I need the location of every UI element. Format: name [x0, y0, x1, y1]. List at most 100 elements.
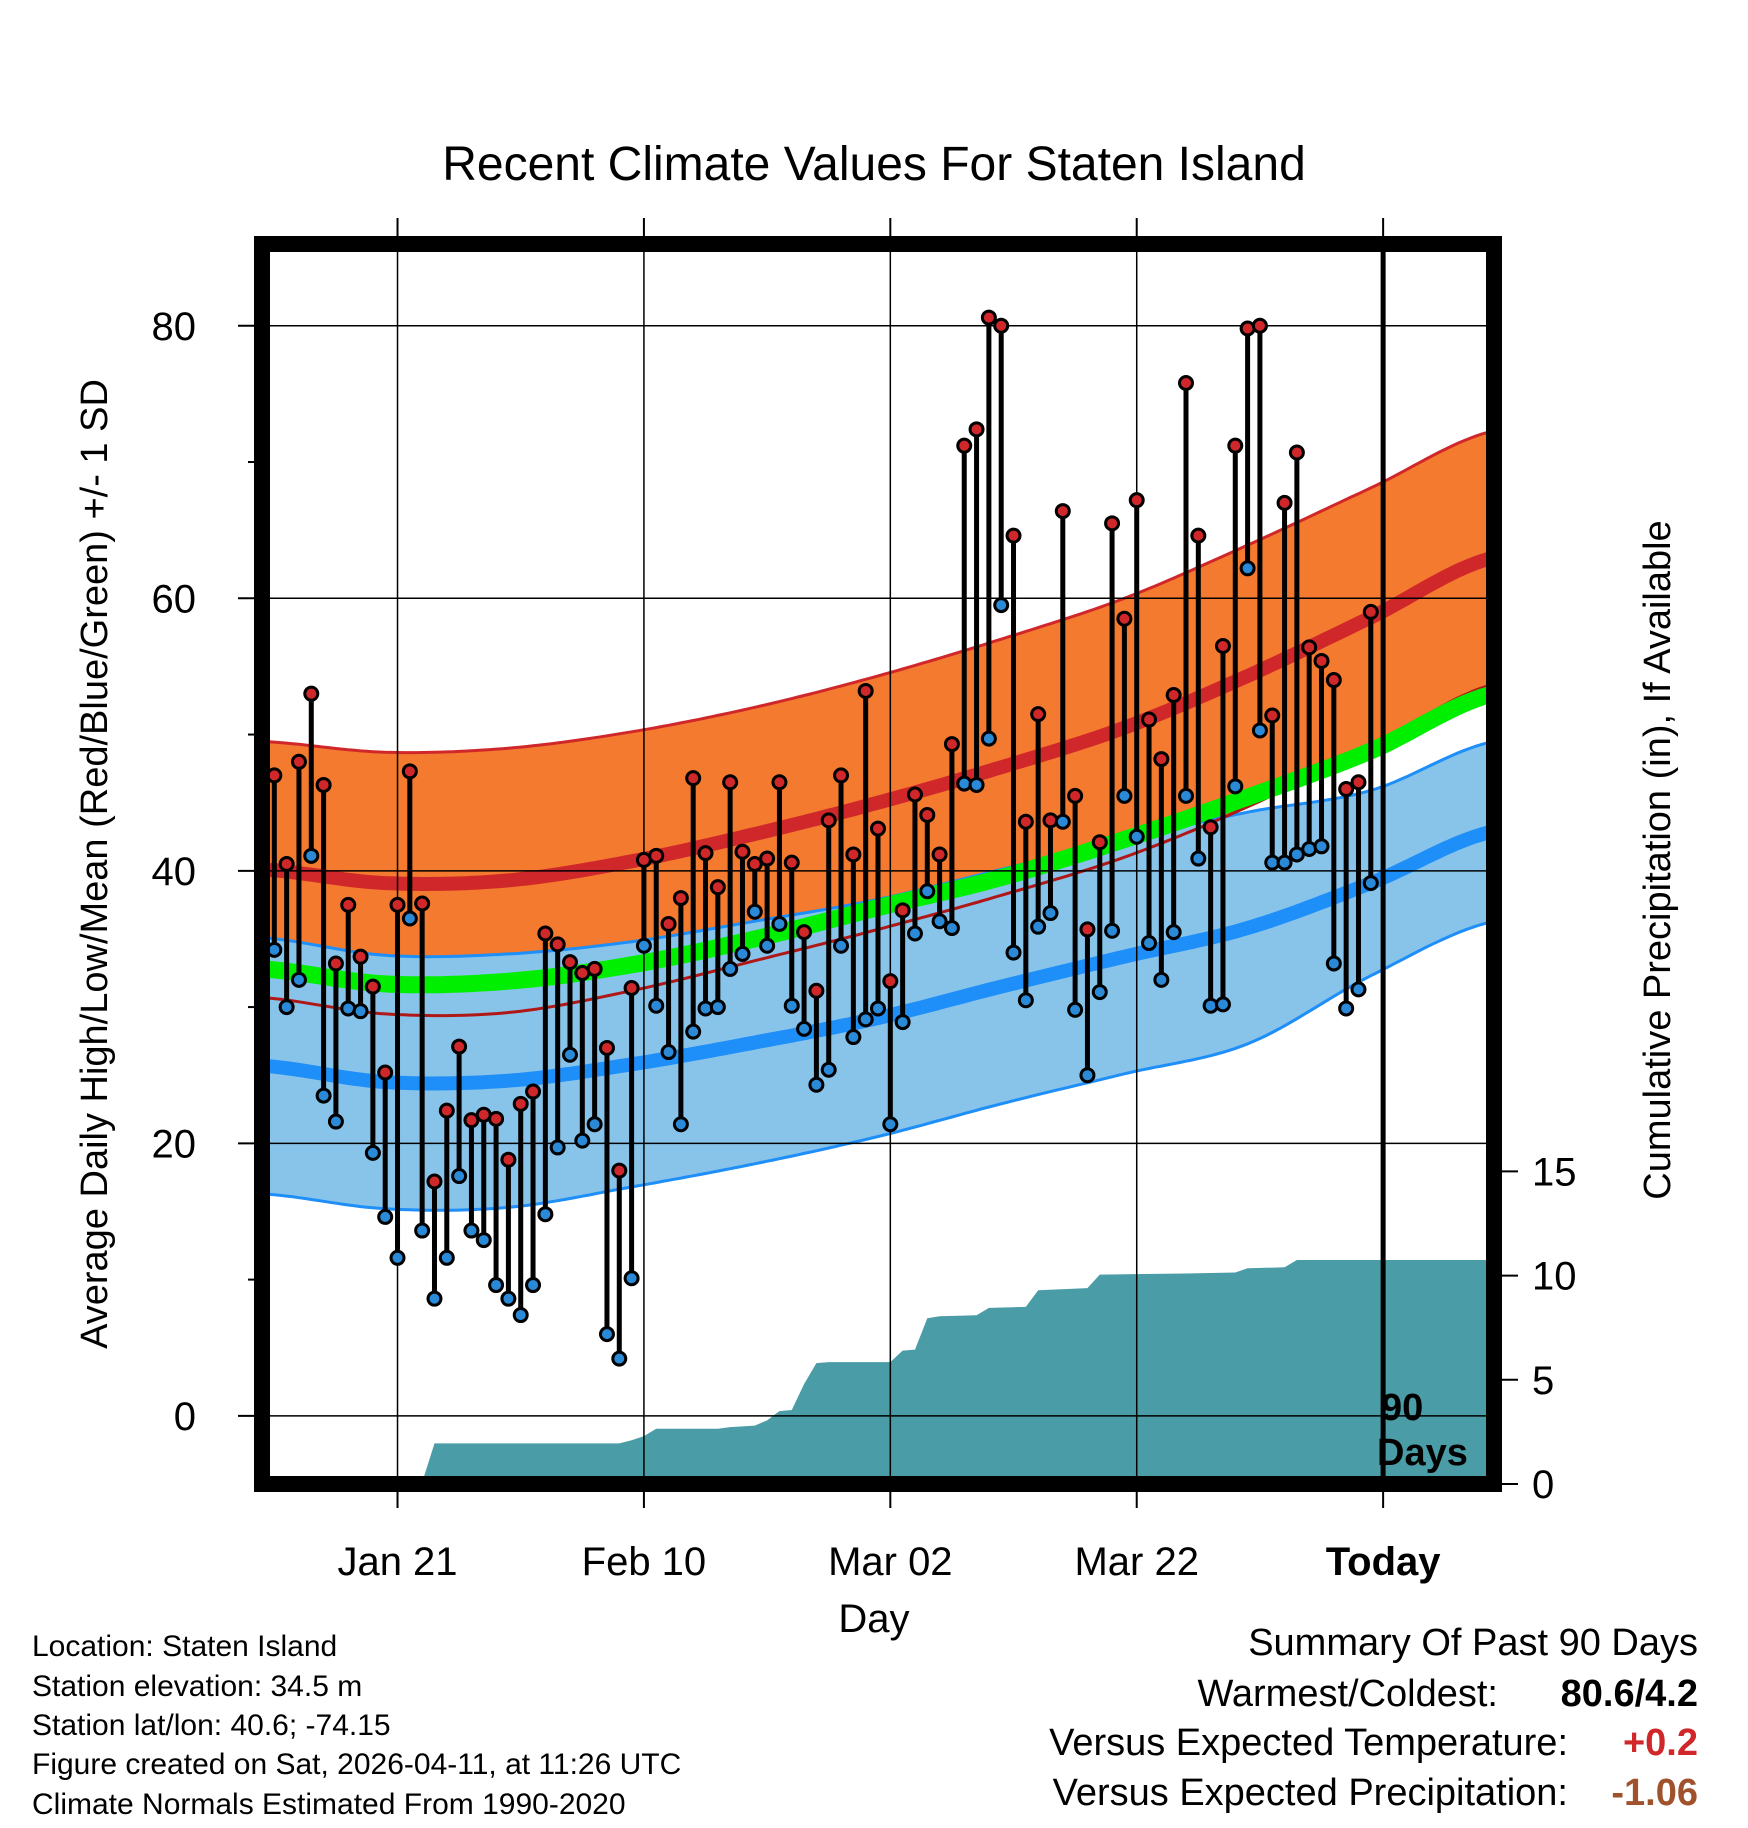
daily-high-point [783, 854, 800, 871]
precip-departure-value: -1.06 [1611, 1772, 1698, 1814]
summary-title: Summary Of Past 90 Days [1248, 1622, 1698, 1664]
daily-low-point [906, 925, 923, 942]
daily-high-point [709, 879, 726, 896]
warmest-coldest-value: 80.6/4.2 [1560, 1673, 1698, 1715]
daily-low-point [1190, 850, 1207, 867]
daily-low-point [377, 1208, 394, 1225]
cumulative-precip-area [262, 1260, 1494, 1484]
daily-low-point [1054, 813, 1071, 830]
daily-low-point [290, 971, 307, 988]
daily-low-point [820, 1061, 837, 1078]
daily-low-point [845, 1029, 862, 1046]
daily-low-point [1362, 875, 1379, 892]
daily-high-point [512, 1095, 529, 1112]
daily-high-point [1301, 639, 1318, 656]
chart-title: Recent Climate Values For Staten Island [442, 138, 1306, 191]
daily-high-point [648, 847, 665, 864]
daily-low-point [993, 597, 1010, 614]
daily-low-point [315, 1087, 332, 1104]
daily-low-point [796, 1020, 813, 1037]
daily-high-point [525, 1083, 542, 1100]
temp-departure-label: Versus Expected Temperature: [1049, 1722, 1568, 1764]
daily-low-point [931, 913, 948, 930]
daily-high-point [660, 915, 677, 932]
daily-high-point [870, 820, 886, 837]
daily-high-point [389, 896, 406, 913]
daily-low-point [833, 937, 850, 954]
daily-low-point [364, 1144, 381, 1161]
y2-tick-label: 10 [1532, 1255, 1577, 1299]
normal-high-line [262, 550, 1494, 891]
today-label-days-word: Days [1377, 1432, 1468, 1474]
daily-low-point [463, 1222, 480, 1239]
daily-high-point [968, 421, 985, 438]
daily-low-point [783, 997, 800, 1014]
daily-high-point [722, 774, 739, 791]
daily-low-point [1325, 955, 1342, 972]
daily-low-point [401, 910, 418, 927]
daily-high-point [1202, 819, 1219, 836]
daily-low-point [1165, 924, 1182, 941]
daily-low-point [352, 1003, 369, 1020]
y-tick-label: 80 [152, 305, 197, 349]
daily-high-point [759, 850, 776, 867]
daily-high-point [290, 753, 307, 770]
daily-high-point [1214, 637, 1231, 654]
daily-high-point [1178, 374, 1194, 391]
daily-low-point [808, 1076, 825, 1093]
daily-low-point [660, 1044, 677, 1061]
daily-low-point [672, 1116, 689, 1133]
daily-high-point [327, 955, 344, 972]
normal-low-line [262, 824, 1494, 1091]
daily-low-point [438, 1249, 455, 1266]
daily-high-point [1079, 921, 1096, 938]
daily-high-point [672, 890, 689, 907]
daily-high-point [820, 812, 837, 829]
daily-low-point [611, 1350, 628, 1367]
x-tick-label: Today [1326, 1540, 1442, 1584]
daily-low-point [980, 730, 997, 747]
daily-low-point [759, 937, 776, 954]
daily-high-point [414, 895, 431, 912]
daily-high-point [598, 1039, 615, 1056]
daily-high-point [734, 843, 751, 860]
daily-high-point [993, 317, 1010, 334]
daily-low-point [537, 1206, 554, 1223]
daily-low-point [943, 920, 960, 937]
daily-low-point [1091, 984, 1108, 1001]
daily-low-point [771, 915, 788, 932]
daily-low-point [734, 945, 751, 962]
daily-low-point [586, 1116, 603, 1133]
y-tick-label: 0 [174, 1395, 196, 1439]
daily-high-point [857, 682, 874, 699]
daily-high-point [1128, 492, 1145, 509]
x-tick-label: Mar 02 [828, 1540, 953, 1584]
daily-high-point [906, 786, 923, 803]
daily-low-point [598, 1326, 615, 1343]
daily-low-point [278, 999, 295, 1016]
daily-high-point [1264, 707, 1281, 724]
daily-low-point [1227, 778, 1244, 795]
daily-low-point [722, 960, 739, 977]
y-tick-label: 20 [152, 1122, 197, 1166]
daily-high-point [623, 980, 640, 996]
daily-high-point [451, 1038, 468, 1055]
daily-high-point [1313, 652, 1330, 669]
daily-low-point [327, 1113, 344, 1130]
daily-high-point [611, 1162, 628, 1179]
daily-low-point [1005, 944, 1022, 961]
daily-high-point [426, 1173, 443, 1190]
daily-low-point [562, 1046, 578, 1063]
x-tick-label: Mar 22 [1074, 1540, 1199, 1584]
daily-high-point [956, 437, 973, 454]
daily-high-point [377, 1064, 394, 1081]
daily-high-point [931, 846, 948, 863]
footer-elevation: Station elevation: 34.5 m [32, 1670, 363, 1703]
daily-low-point [968, 776, 985, 793]
daily-high-point [586, 960, 603, 977]
y-axis-label: Average Daily High/Low/Mean (Red/Blue/Gr… [74, 379, 116, 1349]
footer-normals: Climate Normals Estimated From 1990-2020 [32, 1788, 626, 1821]
daily-low-point [512, 1307, 529, 1324]
daily-high-point [488, 1110, 505, 1127]
